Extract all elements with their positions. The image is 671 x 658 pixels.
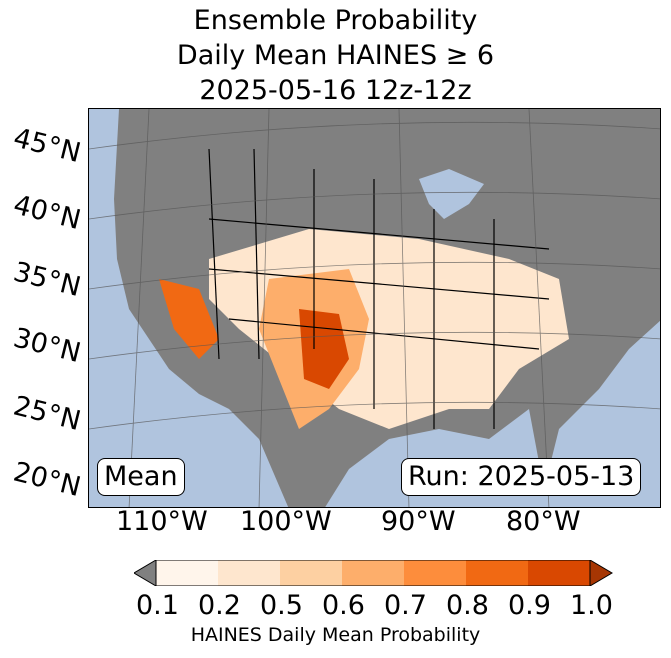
colorbar-bin bbox=[280, 560, 342, 586]
lat-label-45: 45°N bbox=[10, 122, 84, 170]
title-line-1: Ensemble Probability bbox=[193, 5, 478, 36]
lat-label-20: 20°N bbox=[10, 456, 84, 504]
colorbar-tick: 0.7 bbox=[384, 590, 427, 621]
colorbar-bin bbox=[218, 560, 280, 586]
colorbar-bin bbox=[156, 560, 218, 586]
lon-label-100: 100°W bbox=[240, 506, 332, 537]
colorbar-tick: 0.8 bbox=[446, 590, 489, 621]
colorbar-under-arrow bbox=[134, 560, 157, 586]
lat-label-35: 35°N bbox=[10, 256, 84, 304]
great-lakes bbox=[419, 169, 484, 219]
colorbar bbox=[134, 560, 613, 586]
lon-label-90: 90°W bbox=[381, 506, 456, 537]
colorbar-bin bbox=[466, 560, 528, 586]
stat-box: Mean bbox=[97, 458, 185, 496]
lat-label-25: 25°N bbox=[10, 390, 84, 438]
colorbar-bin bbox=[342, 560, 404, 586]
run-box: Run: 2025-05-13 bbox=[401, 458, 642, 496]
lat-label-40: 40°N bbox=[10, 189, 84, 237]
colorbar-tick: 0.5 bbox=[260, 590, 303, 621]
colorbar-bin bbox=[528, 560, 590, 586]
title-line-2: Daily Mean HAINES ≥ 6 bbox=[176, 40, 495, 71]
graticule bbox=[89, 109, 660, 507]
colorbar-over-arrow bbox=[589, 560, 613, 586]
title-line-3: 2025-05-16 12z-12z bbox=[199, 75, 472, 106]
colorbar-frame bbox=[155, 560, 591, 586]
colorbar-tick: 0.6 bbox=[322, 590, 365, 621]
lat-label-30: 30°N bbox=[10, 322, 84, 370]
lon-label-110: 110°W bbox=[116, 506, 208, 537]
colorbar-bin bbox=[404, 560, 466, 586]
colorbar-tick: 0.9 bbox=[508, 590, 551, 621]
colorbar-tick: 1.0 bbox=[570, 590, 613, 621]
colorbar-tick: 0.2 bbox=[198, 590, 241, 621]
colorbar-label: HAINES Daily Mean Probability bbox=[190, 624, 481, 646]
prob-region-west bbox=[159, 279, 219, 359]
probability-map bbox=[89, 109, 660, 507]
map-panel bbox=[88, 108, 661, 508]
colorbar-tick: 0.1 bbox=[136, 590, 179, 621]
state-borders bbox=[208, 148, 550, 429]
lon-label-80: 80°W bbox=[506, 506, 581, 537]
